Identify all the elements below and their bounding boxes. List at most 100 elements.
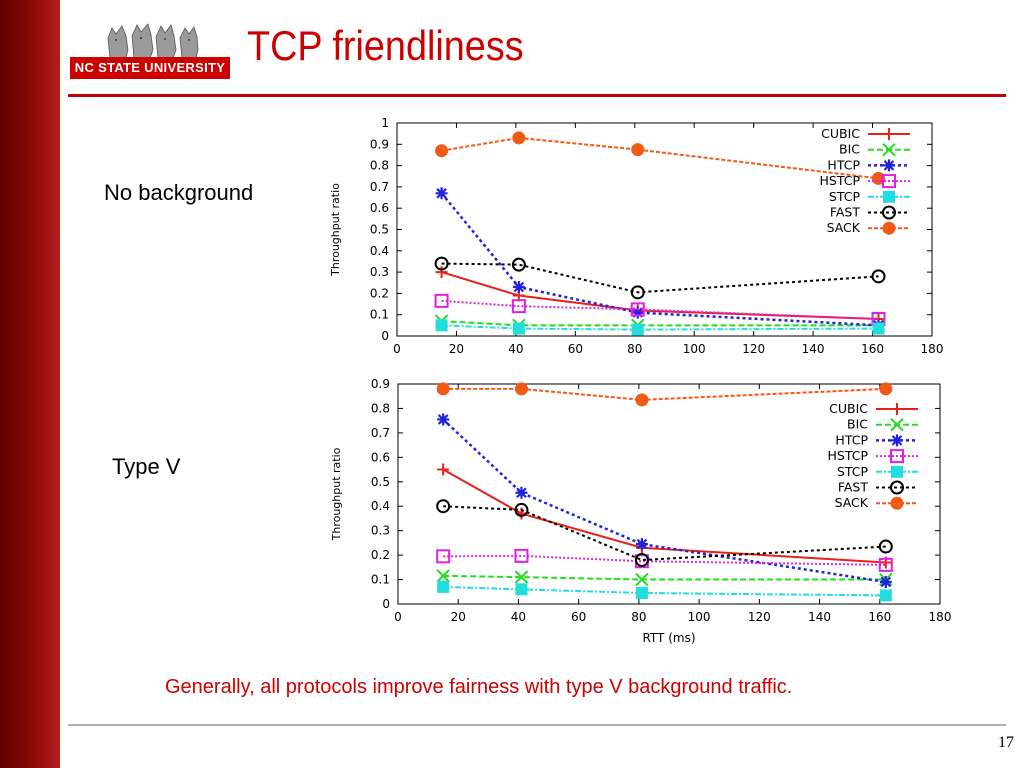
x-tick-label: 180 (921, 342, 944, 356)
x-tick-label: 0 (394, 610, 402, 624)
marker-htcp (512, 281, 525, 294)
y-tick-label: 0.2 (371, 548, 390, 562)
x-tick-label: 140 (802, 342, 825, 356)
marker-stcp (879, 589, 892, 602)
series-line-stcp (443, 585, 886, 597)
series-stcp (437, 580, 892, 602)
chart-type-v: 0 0.1 0.2 0.3 0.4 0.5 0.6 0.7 0.8 0.9 0 20 40 60 80 100… (330, 377, 952, 645)
series-htcp (435, 187, 885, 332)
marker-fast (634, 553, 649, 567)
legend-label: HSTCP (827, 448, 868, 463)
legend-label: SACK (827, 220, 861, 235)
marker-sack (514, 382, 528, 396)
marker-fast (630, 285, 645, 300)
marker-sack (512, 131, 526, 145)
x-tick-label: 80 (631, 610, 646, 624)
footer-rule (68, 724, 1006, 726)
marker-stcp (635, 587, 648, 599)
series-sack (435, 131, 885, 185)
series-fast (434, 256, 886, 300)
legend-label: STCP (829, 189, 861, 204)
marker-fast (871, 269, 886, 284)
legend-label: SACK (835, 495, 869, 510)
marker-htcp (879, 576, 892, 588)
legend-label: HTCP (835, 432, 868, 447)
y-tick-label: 0.7 (371, 426, 390, 440)
marker-stcp (891, 465, 903, 478)
marker-stcp (437, 580, 450, 593)
y-tick-label: 0.6 (371, 450, 390, 464)
marker-hstcp (514, 548, 529, 563)
marker-sack (890, 496, 904, 510)
x-tick-label: 60 (568, 342, 583, 356)
y-tick-label: 0.5 (370, 223, 389, 237)
y-tick-label: 0.6 (370, 201, 389, 215)
marker-sack (631, 143, 645, 157)
legend-label: STCP (837, 464, 869, 479)
legend-label: BIC (847, 417, 868, 432)
marker-sack (436, 382, 450, 396)
marker-hstcp (436, 549, 451, 564)
marker-cubic (883, 128, 895, 140)
series-hstcp (436, 548, 893, 572)
marker-sack (635, 393, 649, 407)
marker-sack (435, 144, 449, 158)
y-tick-label: 0.4 (371, 499, 390, 513)
legend-label: CUBIC (821, 126, 860, 141)
y-tick-label: 0.2 (370, 286, 389, 300)
series-line-cubic (442, 468, 886, 564)
series-line-htcp (440, 192, 879, 327)
legend-label: BIC (839, 142, 860, 157)
marker-cubic (437, 463, 450, 476)
x-tick-label: 40 (508, 342, 523, 356)
marker-bic (436, 569, 450, 583)
label-no-background: No background (104, 180, 254, 205)
series-cubic (435, 266, 885, 325)
y-tick-label: 0.4 (370, 244, 389, 258)
marker-hstcp (434, 293, 449, 308)
logo-text: NC STATE UNIVERSITY (70, 57, 230, 79)
series-line-sack (441, 136, 879, 180)
y-tick-label: 0.9 (370, 137, 389, 151)
legend-label: CUBIC (829, 401, 868, 416)
x-axis-label: RTT (ms) (642, 631, 695, 645)
wolves-logo-image (70, 20, 230, 60)
series-stcp (435, 319, 885, 336)
y-tick-label: 0.3 (371, 524, 390, 538)
x-tick-label: 0 (393, 342, 401, 356)
x-tick-label: 160 (861, 342, 884, 356)
series-fast (436, 499, 893, 567)
marker-bic (882, 142, 896, 157)
marker-sack (879, 382, 893, 396)
legend-label: HSTCP (819, 173, 860, 188)
series-hstcp (434, 293, 886, 326)
x-tick-label: 100 (688, 610, 711, 624)
marker-fast (878, 539, 893, 554)
series-line-hstcp (443, 554, 886, 566)
slide-title: TCP friendliness (247, 22, 524, 69)
marker-bic (890, 417, 904, 432)
x-tick-label: 180 (929, 610, 952, 624)
y-tick-label: 0.5 (371, 475, 390, 489)
x-tick-label: 120 (742, 342, 765, 356)
y-tick-label: 0 (381, 329, 389, 343)
marker-htcp (883, 159, 895, 172)
series-line-fast (443, 505, 886, 562)
x-tick-label: 60 (571, 610, 586, 624)
series-line-bic (441, 320, 879, 327)
x-tick-label: 140 (808, 610, 831, 624)
marker-cubic (435, 266, 448, 279)
y-tick-label: 0.1 (370, 308, 389, 322)
marker-hstcp (890, 449, 904, 464)
y-tick-label: 0.7 (370, 180, 389, 194)
marker-cubic (891, 403, 903, 415)
marker-stcp (631, 323, 644, 336)
marker-htcp (631, 306, 644, 319)
marker-hstcp (882, 174, 896, 189)
series-line-sack (443, 387, 886, 401)
marker-htcp (891, 434, 903, 447)
x-tick-label: 100 (683, 342, 706, 356)
marker-stcp (512, 322, 525, 335)
series-line-cubic (441, 271, 879, 320)
marker-stcp (883, 190, 895, 203)
